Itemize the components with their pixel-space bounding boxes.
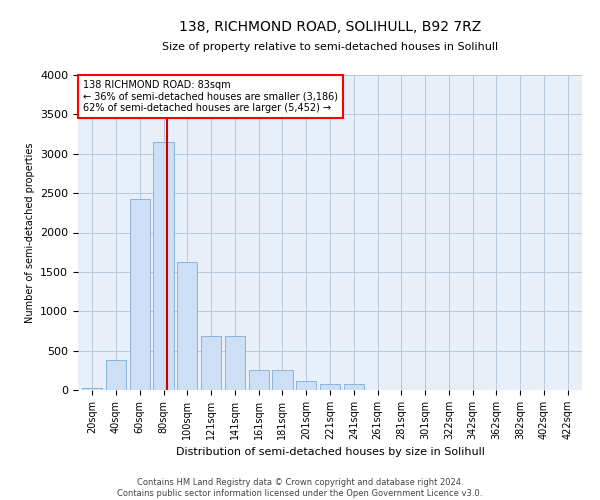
Bar (130, 200, 150, 390)
Text: 138, RICHMOND ROAD, SOLIHULL, B92 7RZ: 138, RICHMOND ROAD, SOLIHULL, B92 7RZ (179, 20, 481, 34)
Bar (272, 370, 293, 390)
Y-axis label: Number of semi-detached properties: Number of semi-detached properties (25, 142, 35, 323)
Text: Contains HM Land Registry data © Crown copyright and database right 2024.
Contai: Contains HM Land Registry data © Crown c… (118, 478, 482, 498)
Bar (106, 360, 126, 390)
Bar (154, 142, 173, 390)
Text: 138 RICHMOND ROAD: 83sqm
← 36% of semi-detached houses are smaller (3,186)
62% o: 138 RICHMOND ROAD: 83sqm ← 36% of semi-d… (83, 80, 338, 113)
Bar (177, 262, 197, 390)
Text: Size of property relative to semi-detached houses in Solihull: Size of property relative to semi-detach… (162, 42, 498, 52)
Bar (344, 384, 364, 390)
Bar (320, 384, 340, 390)
X-axis label: Distribution of semi-detached houses by size in Solihull: Distribution of semi-detached houses by … (176, 448, 484, 458)
Bar (82, 388, 103, 390)
Bar (296, 380, 316, 390)
Bar (248, 370, 269, 390)
Bar (201, 336, 221, 390)
Bar (225, 336, 245, 390)
